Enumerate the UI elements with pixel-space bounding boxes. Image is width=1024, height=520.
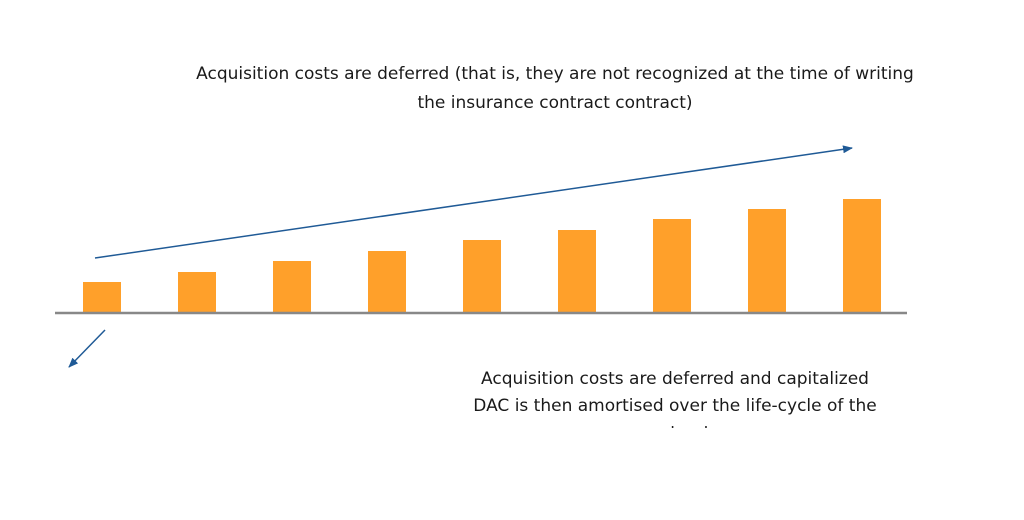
bottom-note: Acquisition costs are deferred and capit… [435,366,915,428]
bottom-note-line3: contract [435,420,915,428]
bar-2 [178,272,216,313]
growth-arrow [94,145,853,259]
bottom-note-line1: Acquisition costs are deferred and capit… [481,369,869,389]
bar-3 [273,261,311,313]
bar-9 [843,199,881,313]
top-note-line2: the insurance contract contract) [417,93,693,113]
bar-4 [368,251,406,313]
top-note-line1: Acquisition costs are deferred (that is,… [196,64,914,84]
down-left-arrow [68,329,106,368]
bar-8 [748,209,786,313]
bar-1 [83,282,121,313]
bar-7 [653,219,691,313]
bottom-note-line2: DAC is then amortised over the life-cycl… [473,396,877,416]
bar-5 [463,240,501,313]
bar-6 [558,230,596,313]
top-note: Acquisition costs are deferred (that is,… [155,60,955,118]
